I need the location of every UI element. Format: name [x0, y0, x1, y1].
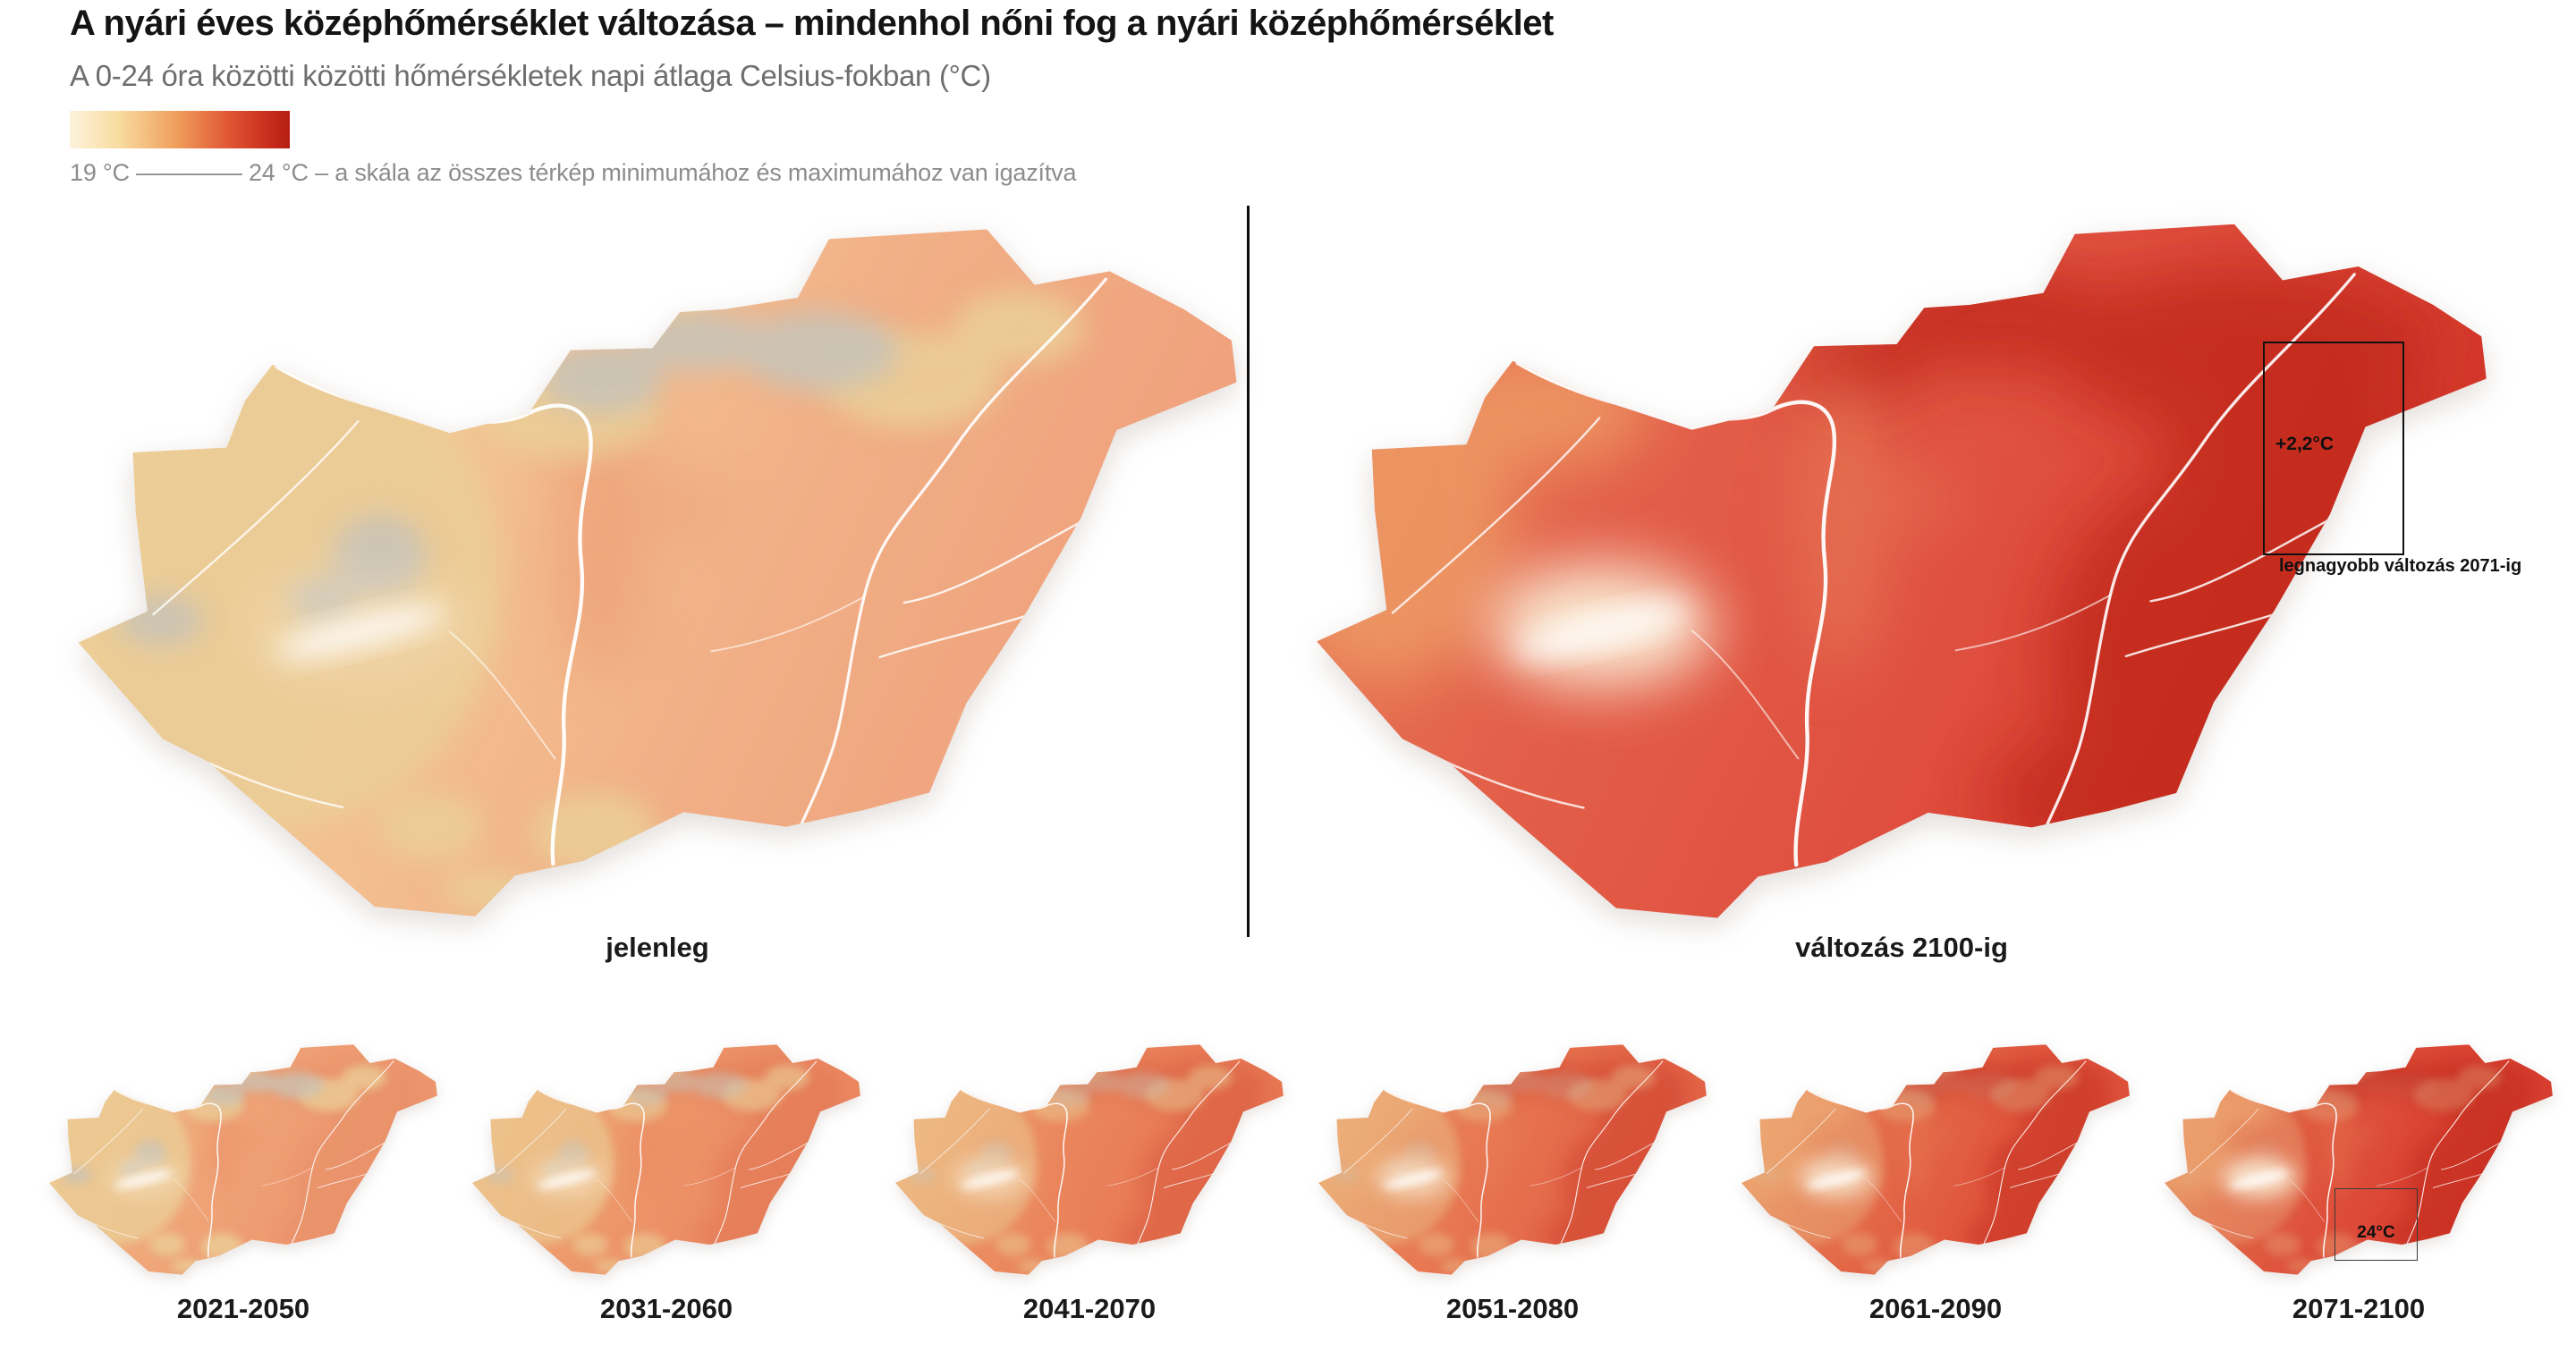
- map-label-current: jelenleg: [606, 932, 709, 963]
- period-label: 2051-2080: [1445, 1293, 1580, 1324]
- hungary-map-2041-2070: [895, 1044, 1284, 1275]
- small-map-2041-2070: 2041-2070: [878, 1039, 1301, 1325]
- hungary-map-2061-2090: [1741, 1044, 2130, 1275]
- annotation-value: +2,2°C: [2275, 434, 2334, 454]
- map-current: [63, 213, 1252, 939]
- small-map-2071-2100: 24°C 2071-2100: [2148, 1039, 2570, 1325]
- hungary-map-2071-2100: [2165, 1044, 2553, 1275]
- annotation-value-24c: 24°C: [2357, 1222, 2395, 1242]
- small-map-2061-2090: 2061-2090: [1724, 1039, 2147, 1325]
- divider-line: [1247, 206, 1250, 937]
- period-label: 2031-2060: [599, 1293, 733, 1324]
- small-map-2021-2050: 2021-2050: [32, 1039, 454, 1325]
- hungary-map-2051-2080: [1318, 1044, 1707, 1275]
- color-scale-caption: 19 °C –––––––– 24 °C – a skála az összes…: [70, 159, 1077, 186]
- period-label: 2061-2090: [1868, 1293, 2003, 1324]
- small-map-2051-2080: 2051-2080: [1301, 1039, 1724, 1325]
- hungary-map-2031-2060: [472, 1044, 860, 1275]
- annotation-box-largest-change: [2263, 342, 2404, 555]
- hungary-map-current: [78, 229, 1237, 916]
- hungary-map-change-2100: [1317, 224, 2487, 918]
- map-change-2100: +2,2°C legnagyobb változás 2071-ig: [1295, 207, 2521, 941]
- page-subtitle: A 0-24 óra közötti közötti hőmérsékletek…: [70, 59, 991, 92]
- map-label-change: változás 2100-ig: [1795, 932, 2008, 963]
- annotation-caption: legnagyobb változás 2071-ig: [2279, 556, 2522, 576]
- period-label: 2021-2050: [176, 1293, 310, 1324]
- color-scale-gradient-bar: [70, 111, 290, 148]
- annotation-box-24c: 24°C: [2334, 1188, 2418, 1261]
- period-label: 2041-2070: [1022, 1293, 1157, 1324]
- page-title: A nyári éves középhőmérséklet változása …: [70, 4, 1554, 43]
- period-label: 2071-2100: [2292, 1293, 2426, 1324]
- hungary-map-2021-2050: [49, 1044, 437, 1275]
- small-map-2031-2060: 2031-2060: [455, 1039, 877, 1325]
